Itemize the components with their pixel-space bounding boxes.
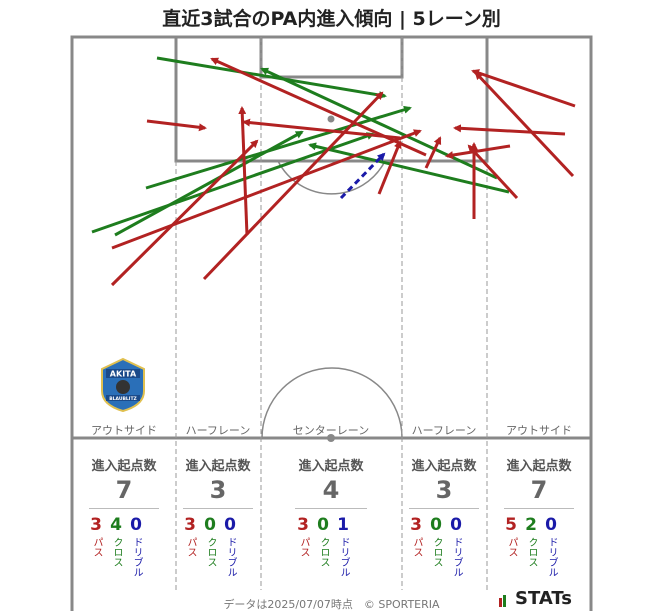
breakdown-dribble-count: 1	[337, 515, 349, 535]
pass-arrow	[424, 136, 442, 169]
pass-arrow	[202, 91, 384, 281]
stat-count: 7	[115, 476, 133, 504]
center-spot	[327, 434, 335, 442]
breakdown-dribble-label: ドリブル	[338, 537, 349, 577]
lane-name-label: アウトサイド	[506, 424, 572, 437]
breakdown-cross-label: クロス	[526, 537, 537, 567]
breakdown-pass-label: パス	[185, 537, 196, 557]
pass-arrow	[467, 144, 519, 200]
penalty-spot	[327, 115, 335, 123]
stat-title: 進入起点数	[91, 459, 157, 474]
cross-arrow	[145, 105, 412, 190]
breakdown-cross-count: 4	[110, 515, 122, 535]
breakdown-pass-count: 3	[410, 515, 422, 535]
stat-count: 3	[435, 476, 453, 504]
breakdown-pass-count: 3	[184, 515, 196, 535]
pass-arrow	[453, 124, 566, 136]
pass-arrow	[474, 71, 575, 178]
breakdown-dribble-label: ドリブル	[131, 537, 142, 577]
pass-arrow	[146, 119, 207, 132]
pass-arrow	[111, 129, 422, 250]
pass-arrow	[377, 140, 402, 195]
stat-divider	[89, 508, 159, 509]
breakdown-cross-count: 0	[204, 515, 216, 535]
footer-text: データは2025/07/07時点 © SPORTERIA	[223, 598, 440, 611]
chart-title: 直近3試合のPA内進入傾向 | 5レーン別	[162, 8, 501, 30]
lane-name-label: センターレーン	[292, 424, 370, 437]
svg-text:AKITA: AKITA	[110, 370, 137, 379]
breakdown-pass-count: 5	[505, 515, 517, 535]
breakdown-cross-count: 2	[525, 515, 537, 535]
breakdown-dribble-count: 0	[130, 515, 142, 535]
breakdown-dribble-label: ドリブル	[451, 537, 462, 577]
breakdown-cross-label: クロス	[318, 537, 329, 567]
pass-arrow	[471, 69, 576, 108]
dribble-arrow	[339, 152, 386, 200]
stat-title: 進入起点数	[411, 459, 477, 474]
breakdown-cross-label: クロス	[431, 537, 442, 567]
pass-arrow	[242, 118, 401, 140]
lane-name-label: ハーフレーン	[411, 424, 477, 437]
pass-arrow	[445, 144, 511, 160]
goal-box	[259, 35, 404, 79]
breakdown-cross-label: クロス	[111, 537, 122, 567]
breakdown-pass-label: パス	[91, 537, 102, 557]
breakdown-dribble-count: 0	[224, 515, 236, 535]
cross-arrow	[260, 67, 498, 180]
stat-count: 3	[209, 476, 227, 504]
stat-divider	[409, 508, 479, 509]
pass-arrow	[210, 57, 427, 157]
breakdown-pass-label: パス	[506, 537, 517, 557]
breakdown-dribble-count: 0	[545, 515, 557, 535]
lane-name-label: ハーフレーン	[185, 424, 251, 437]
team-logo: AKITA BLAUBLITZ	[101, 357, 145, 412]
arrows-layer	[91, 56, 576, 287]
stat-divider	[295, 508, 367, 509]
breakdown-dribble-label: ドリブル	[546, 537, 557, 577]
breakdown-pass-count: 3	[297, 515, 309, 535]
penalty-arc	[277, 160, 386, 195]
svg-text:BLAUBLITZ: BLAUBLITZ	[109, 396, 137, 402]
breakdown-cross-label: クロス	[205, 537, 216, 567]
cross-arrow	[156, 56, 387, 99]
center-circle	[261, 367, 403, 439]
stat-divider	[183, 508, 253, 509]
stat-title: 進入起点数	[298, 459, 364, 474]
breakdown-pass-label: パス	[411, 537, 422, 557]
stats-logo-icon	[499, 595, 506, 607]
lane-dividers	[175, 37, 488, 590]
brand-name: STATs	[515, 588, 572, 609]
breakdown-cross-count: 0	[430, 515, 442, 535]
cross-arrow	[308, 142, 510, 194]
lane-name-label: アウトサイド	[91, 424, 157, 437]
stat-divider	[504, 508, 574, 509]
stat-title: 進入起点数	[506, 459, 572, 474]
penalty-box	[174, 35, 489, 163]
stat-count: 7	[530, 476, 548, 504]
stat-count: 4	[322, 476, 340, 504]
breakdown-dribble-count: 0	[450, 515, 462, 535]
cross-arrow	[114, 130, 304, 237]
stat-title: 進入起点数	[185, 459, 251, 474]
breakdown-cross-count: 0	[317, 515, 329, 535]
pass-arrow	[238, 106, 249, 236]
pass-arrow	[110, 139, 259, 287]
breakdown-dribble-label: ドリブル	[225, 537, 236, 577]
breakdown-pass-count: 3	[90, 515, 102, 535]
breakdown-pass-label: パス	[298, 537, 309, 557]
